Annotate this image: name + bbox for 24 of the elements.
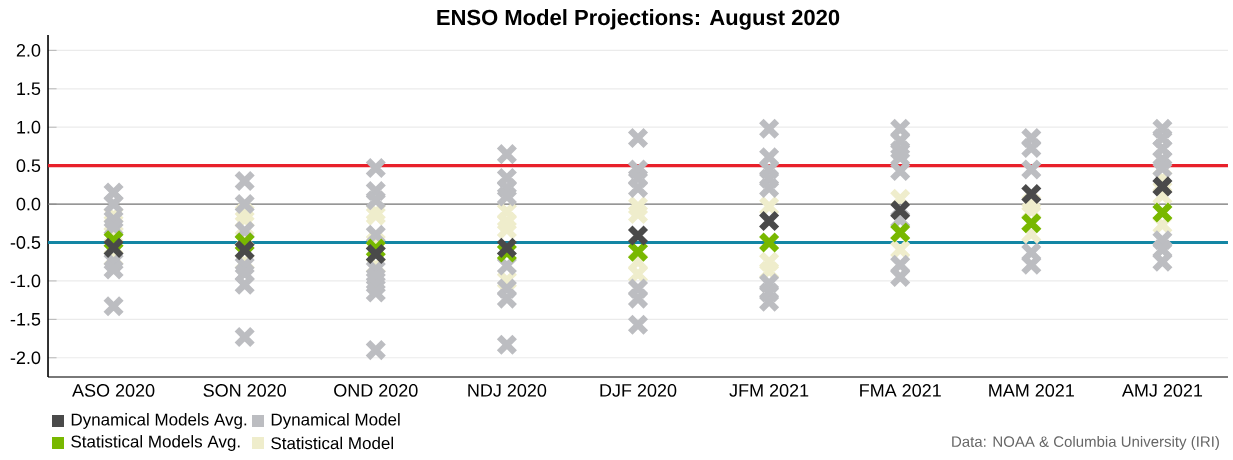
x-tick-label: ASO 2020 <box>72 384 155 397</box>
y-tick-label: -1.5 <box>10 313 41 326</box>
y-tick-label: 1.0 <box>17 120 41 134</box>
y-tick-label: 1.5 <box>17 82 41 96</box>
legend-label: Dynamical Models Avg. <box>71 413 247 429</box>
y-tick-label: 2.0 <box>16 43 41 57</box>
x-tick-label: AMJ 2021 <box>1121 384 1203 397</box>
legend-label: Statistical Models Avg. <box>71 435 240 451</box>
y-tick-label: 0.5 <box>16 159 41 173</box>
chart-title: ENSO Model Projections: August 2020 <box>437 9 840 30</box>
y-tick-label: -0.5 <box>10 236 41 249</box>
x-tick-label: JFM 2021 <box>729 384 809 397</box>
legend-label: Statistical Model <box>271 436 394 450</box>
y-tick-label: -2.0 <box>10 351 41 365</box>
x-tick-label: NDJ 2020 <box>468 384 547 397</box>
legend-label: Dynamical Model <box>271 413 400 429</box>
y-tick-label: -1.0 <box>10 274 41 288</box>
text: Data: NOAA & Columbia University (IRI) <box>952 435 1219 450</box>
x-tick-label: MAM 2021 <box>989 384 1074 397</box>
x-tick-label: FMA 2021 <box>860 384 941 397</box>
x-tick-label: SON 2020 <box>203 384 286 397</box>
x-tick-label: DJF 2020 <box>600 384 677 397</box>
y-tick-label: 0.0 <box>16 197 41 211</box>
x-tick-label: OND 2020 <box>334 384 418 397</box>
